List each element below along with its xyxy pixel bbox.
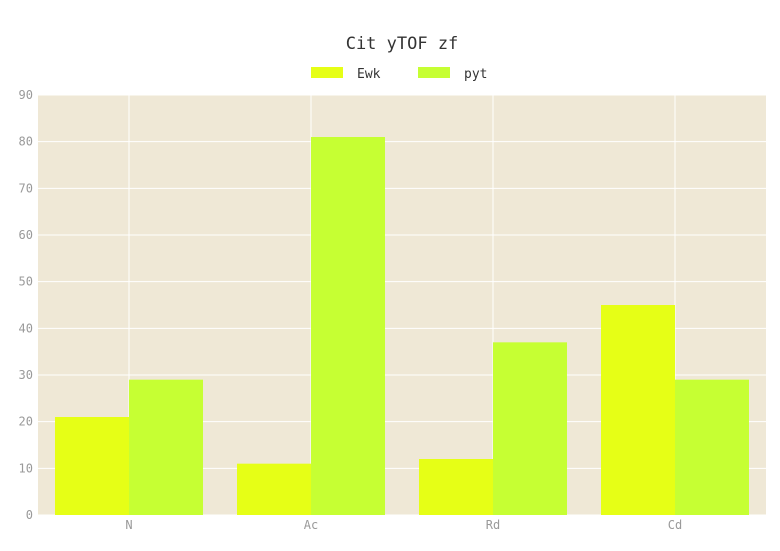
- bar-ewk-rd: [419, 459, 493, 515]
- legend-swatch-ewk: [311, 67, 343, 78]
- x-tick-label: Rd: [486, 518, 500, 532]
- x-axis: N Ac Rd Cd: [125, 518, 682, 532]
- x-tick-label: Ac: [304, 518, 318, 532]
- bar-ewk-n: [55, 417, 129, 515]
- bar-pyt-cd: [675, 379, 749, 515]
- bar-ewk-cd: [601, 305, 675, 515]
- y-tick-label: 20: [19, 415, 33, 429]
- legend-swatch-pyt: [418, 67, 450, 78]
- bar-pyt-rd: [493, 342, 567, 515]
- y-tick-label: 50: [19, 275, 33, 289]
- y-tick-label: 90: [19, 88, 33, 102]
- y-tick-label: 40: [19, 321, 33, 335]
- y-tick-label: 60: [19, 228, 33, 242]
- chart-title: Cit yTOF zf: [346, 34, 459, 54]
- y-axis: 0 10 20 30 40 50 60 70 80 90: [19, 88, 33, 522]
- bar-pyt-n: [129, 379, 203, 515]
- x-tick-label: N: [125, 518, 132, 532]
- y-tick-label: 0: [26, 508, 33, 522]
- y-tick-label: 10: [19, 461, 33, 475]
- bar-pyt-ac: [311, 137, 385, 515]
- y-tick-label: 30: [19, 368, 33, 382]
- y-tick-label: 70: [19, 181, 33, 195]
- legend: Ewk pyt: [311, 67, 487, 82]
- legend-label-pyt: pyt: [464, 67, 487, 82]
- y-tick-label: 80: [19, 135, 33, 149]
- x-tick-label: Cd: [668, 518, 682, 532]
- legend-label-ewk: Ewk: [357, 67, 381, 82]
- bar-ewk-ac: [237, 463, 311, 515]
- bars: [55, 137, 749, 515]
